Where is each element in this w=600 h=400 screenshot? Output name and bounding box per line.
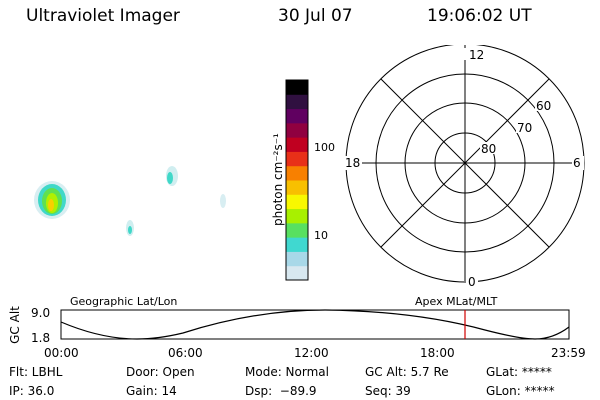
status-ip: IP: 36.0 <box>9 384 55 398</box>
altitude-timeline <box>60 309 570 340</box>
polar-plot: 12 18 6 0 60 70 80 <box>344 45 585 289</box>
colorbar-stripe <box>286 222 308 238</box>
lat-label-60: 60 <box>536 99 551 113</box>
status-gain: Gain: 14 <box>126 384 177 398</box>
timeline-xtick-0000: 00:00 <box>44 346 79 360</box>
colorbar-stripe <box>286 94 308 110</box>
colorbar-stripe <box>286 151 308 167</box>
colorbar: photon cm⁻²s⁻¹ <box>271 79 309 281</box>
colorbar-tick-10: 10 <box>314 229 328 242</box>
colorbar-stripe <box>286 137 308 152</box>
uv-image-panel <box>34 166 226 236</box>
timeline-xtick-1800: 18:00 <box>420 346 455 360</box>
mlt-label-12: 12 <box>469 48 484 62</box>
timeline-ytick-9: 9.0 <box>31 306 51 320</box>
emission-blob-lower <box>126 220 134 236</box>
timeline-axis-label: GC Alt <box>8 306 22 344</box>
colorbar-stripe <box>286 165 308 181</box>
colorbar-unit-label: photon cm⁻²s⁻¹ <box>271 133 285 226</box>
status-glat: GLat: ***** <box>486 365 552 379</box>
status-gc-alt: GC Alt: 5.7 Re <box>365 365 449 379</box>
status-mode: Mode: Normal <box>245 365 329 379</box>
colorbar-stripe <box>286 208 308 224</box>
status-seq: Seq: 39 <box>365 384 411 398</box>
status-dsp: Dsp: −89.9 <box>245 384 317 398</box>
status-door: Door: Open <box>126 365 195 379</box>
altitude-curve <box>60 309 570 340</box>
colorbar-stripe <box>286 194 308 210</box>
mlt-label-0: 0 <box>468 275 476 289</box>
lat-label-70: 70 <box>517 121 532 135</box>
emission-blob-upper <box>166 166 178 186</box>
timeline-xtick-1200: 12:00 <box>294 346 329 360</box>
timeline-right-label: Apex MLat/MLT <box>415 295 498 308</box>
colorbar-stripe <box>286 251 308 267</box>
lat-label-80: 80 <box>481 142 496 156</box>
timeline-left-label: Geographic Lat/Lon <box>70 295 178 308</box>
polar-diagonal-2 <box>380 78 550 248</box>
emission-blob-right <box>220 194 226 208</box>
observation-date: 30 Jul 07 <box>278 6 353 26</box>
colorbar-stripe <box>286 108 308 124</box>
colorbar-stripe <box>286 122 308 138</box>
timeline-ytick-1-8: 1.8 <box>31 331 51 345</box>
status-filter: Flt: LBHL <box>9 365 63 379</box>
instrument-title: Ultraviolet Imager <box>26 6 180 26</box>
timeline-xtick-2359: 23:59 <box>551 346 586 360</box>
colorbar-stripe <box>286 80 308 95</box>
colorbar-tick-100: 100 <box>314 141 335 154</box>
colorbar-stripe <box>286 180 308 195</box>
colorbar-stripe <box>286 265 308 281</box>
mlt-label-6: 6 <box>573 156 581 170</box>
status-glon: GLon: ***** <box>486 384 555 398</box>
observation-time: 19:06:02 UT <box>427 6 532 26</box>
colorbar-stripe <box>286 237 308 252</box>
mlt-label-18: 18 <box>345 156 360 170</box>
emission-blob-main <box>34 181 70 219</box>
timeline-xtick-0600: 06:00 <box>168 346 203 360</box>
